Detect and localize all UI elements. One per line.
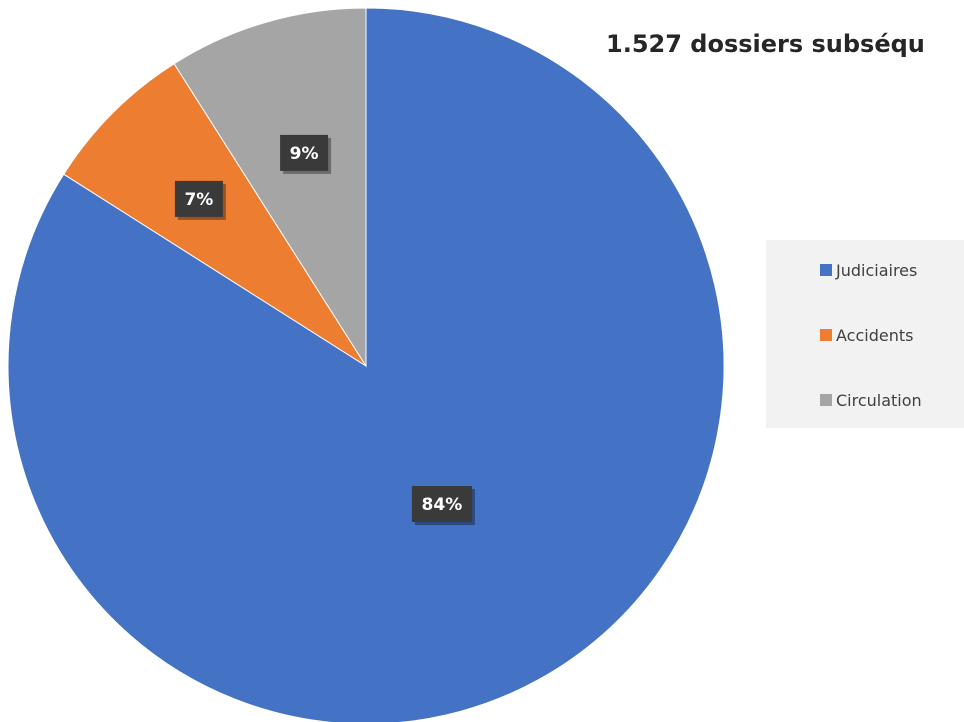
data-label-text: 9% xyxy=(290,144,319,164)
data-label-text: 7% xyxy=(184,190,213,210)
data-label-judiciaires: 84% xyxy=(411,486,475,525)
data-labels: 84% 7% 9% xyxy=(174,134,475,525)
legend-swatch xyxy=(820,394,832,406)
legend-label: Circulation xyxy=(836,391,922,410)
pie-slice-circulation xyxy=(173,7,367,368)
legend-swatch xyxy=(820,264,832,276)
legend-item-circulation: Circulation xyxy=(820,391,922,410)
chart-title: 1.527 dossiers subséqu xyxy=(606,30,925,58)
data-label-accidents: 7% xyxy=(174,180,226,220)
data-label-box xyxy=(411,486,472,522)
pie-slices xyxy=(7,7,725,722)
legend-label: Judiciaires xyxy=(835,261,917,280)
data-label-circulation: 9% xyxy=(280,134,332,174)
data-label-box xyxy=(280,134,329,171)
data-label-text: 84% xyxy=(422,495,463,515)
legend-item-judiciaires: Judiciaires xyxy=(820,261,917,280)
legend-swatch xyxy=(820,329,832,341)
data-label-box xyxy=(174,180,223,217)
pie-slice-judiciaires xyxy=(7,7,725,722)
legend: Judiciaires Accidents Circulation xyxy=(766,240,964,428)
legend-label: Accidents xyxy=(836,326,913,345)
legend-item-accidents: Accidents xyxy=(820,326,913,345)
legend-panel xyxy=(766,240,964,428)
